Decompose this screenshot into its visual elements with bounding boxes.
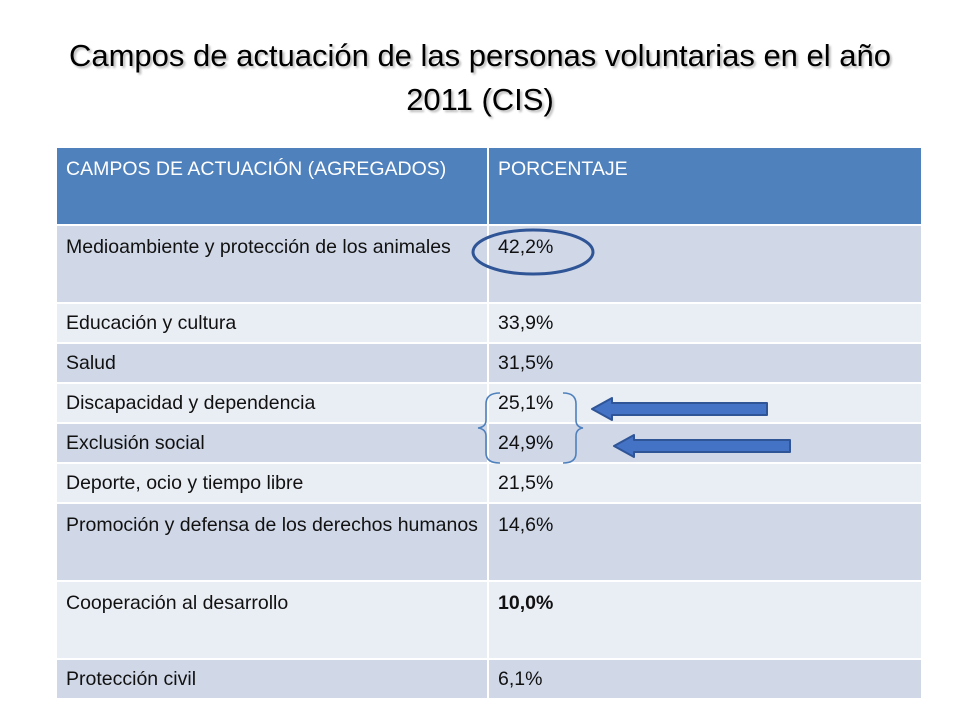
row-campo: Promoción y defensa de los derechos huma…	[57, 503, 488, 581]
volunteer-fields-table: CAMPOS DE ACTUACIÓN (AGREGADOS) PORCENTA…	[57, 148, 921, 698]
row-porcentaje: 25,1%	[487, 383, 921, 423]
row-porcentaje: 10,0%	[487, 581, 921, 659]
slide-title: Campos de actuación de las personas volu…	[68, 38, 891, 117]
table-header-row: CAMPOS DE ACTUACIÓN (AGREGADOS) PORCENTA…	[57, 148, 921, 225]
row-campo: Exclusión social	[57, 423, 488, 463]
table-row: Deporte, ocio y tiempo libre 21,5%	[57, 463, 921, 503]
table-row: Educación y cultura 33,9%	[57, 303, 921, 343]
row-porcentaje: 42,2%	[487, 225, 921, 303]
row-porcentaje: 24,9%	[487, 423, 921, 463]
row-porcentaje: 21,5%	[487, 463, 921, 503]
row-campo: Discapacidad y dependencia	[57, 383, 488, 423]
row-campo: Medioambiente y protección de los animal…	[57, 225, 488, 303]
table-row: Promoción y defensa de los derechos huma…	[57, 503, 921, 581]
header-porcentaje: PORCENTAJE	[487, 148, 921, 225]
row-campo: Cooperación al desarrollo	[57, 581, 488, 659]
row-campo: Protección civil	[57, 659, 488, 698]
table-row: Cooperación al desarrollo 10,0%	[57, 581, 921, 659]
table-row: Medioambiente y protección de los animal…	[57, 225, 921, 303]
header-campos: CAMPOS DE ACTUACIÓN (AGREGADOS)	[57, 148, 488, 225]
table-row: Exclusión social 24,9%	[57, 423, 921, 463]
table-row: Discapacidad y dependencia 25,1%	[57, 383, 921, 423]
row-porcentaje: 31,5%	[487, 343, 921, 383]
table-row: Protección civil 6,1%	[57, 659, 921, 698]
table-row: Salud 31,5%	[57, 343, 921, 383]
row-porcentaje: 33,9%	[487, 303, 921, 343]
row-porcentaje: 6,1%	[487, 659, 921, 698]
row-campo: Deporte, ocio y tiempo libre	[57, 463, 488, 503]
row-porcentaje: 14,6%	[487, 503, 921, 581]
row-campo: Educación y cultura	[57, 303, 488, 343]
row-campo: Salud	[57, 343, 488, 383]
